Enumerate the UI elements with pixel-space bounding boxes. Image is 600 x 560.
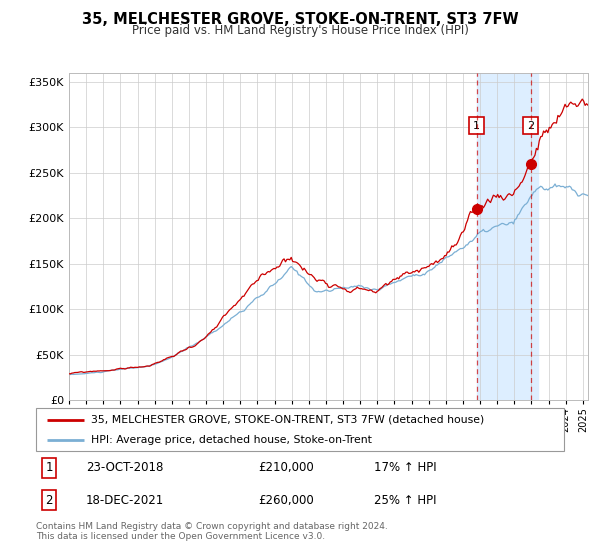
Text: £210,000: £210,000 — [258, 461, 314, 474]
Text: 2: 2 — [527, 120, 535, 130]
Text: 35, MELCHESTER GROVE, STOKE-ON-TRENT, ST3 7FW: 35, MELCHESTER GROVE, STOKE-ON-TRENT, ST… — [82, 12, 518, 27]
Text: 17% ↑ HPI: 17% ↑ HPI — [374, 461, 437, 474]
Bar — [476, 73, 538, 400]
Text: 35, MELCHESTER GROVE, STOKE-ON-TRENT, ST3 7FW (detached house): 35, MELCHESTER GROVE, STOKE-ON-TRENT, ST… — [91, 415, 485, 424]
Text: 25% ↑ HPI: 25% ↑ HPI — [374, 494, 436, 507]
Text: £260,000: £260,000 — [258, 494, 314, 507]
Text: HPI: Average price, detached house, Stoke-on-Trent: HPI: Average price, detached house, Stok… — [91, 435, 373, 445]
Text: Price paid vs. HM Land Registry's House Price Index (HPI): Price paid vs. HM Land Registry's House … — [131, 24, 469, 36]
Text: 18-DEC-2021: 18-DEC-2021 — [86, 494, 164, 507]
Text: 1: 1 — [473, 120, 480, 130]
Text: 23-OCT-2018: 23-OCT-2018 — [86, 461, 164, 474]
Text: Contains HM Land Registry data © Crown copyright and database right 2024.
This d: Contains HM Land Registry data © Crown c… — [36, 522, 388, 542]
Text: 2: 2 — [46, 494, 53, 507]
Text: 1: 1 — [46, 461, 53, 474]
